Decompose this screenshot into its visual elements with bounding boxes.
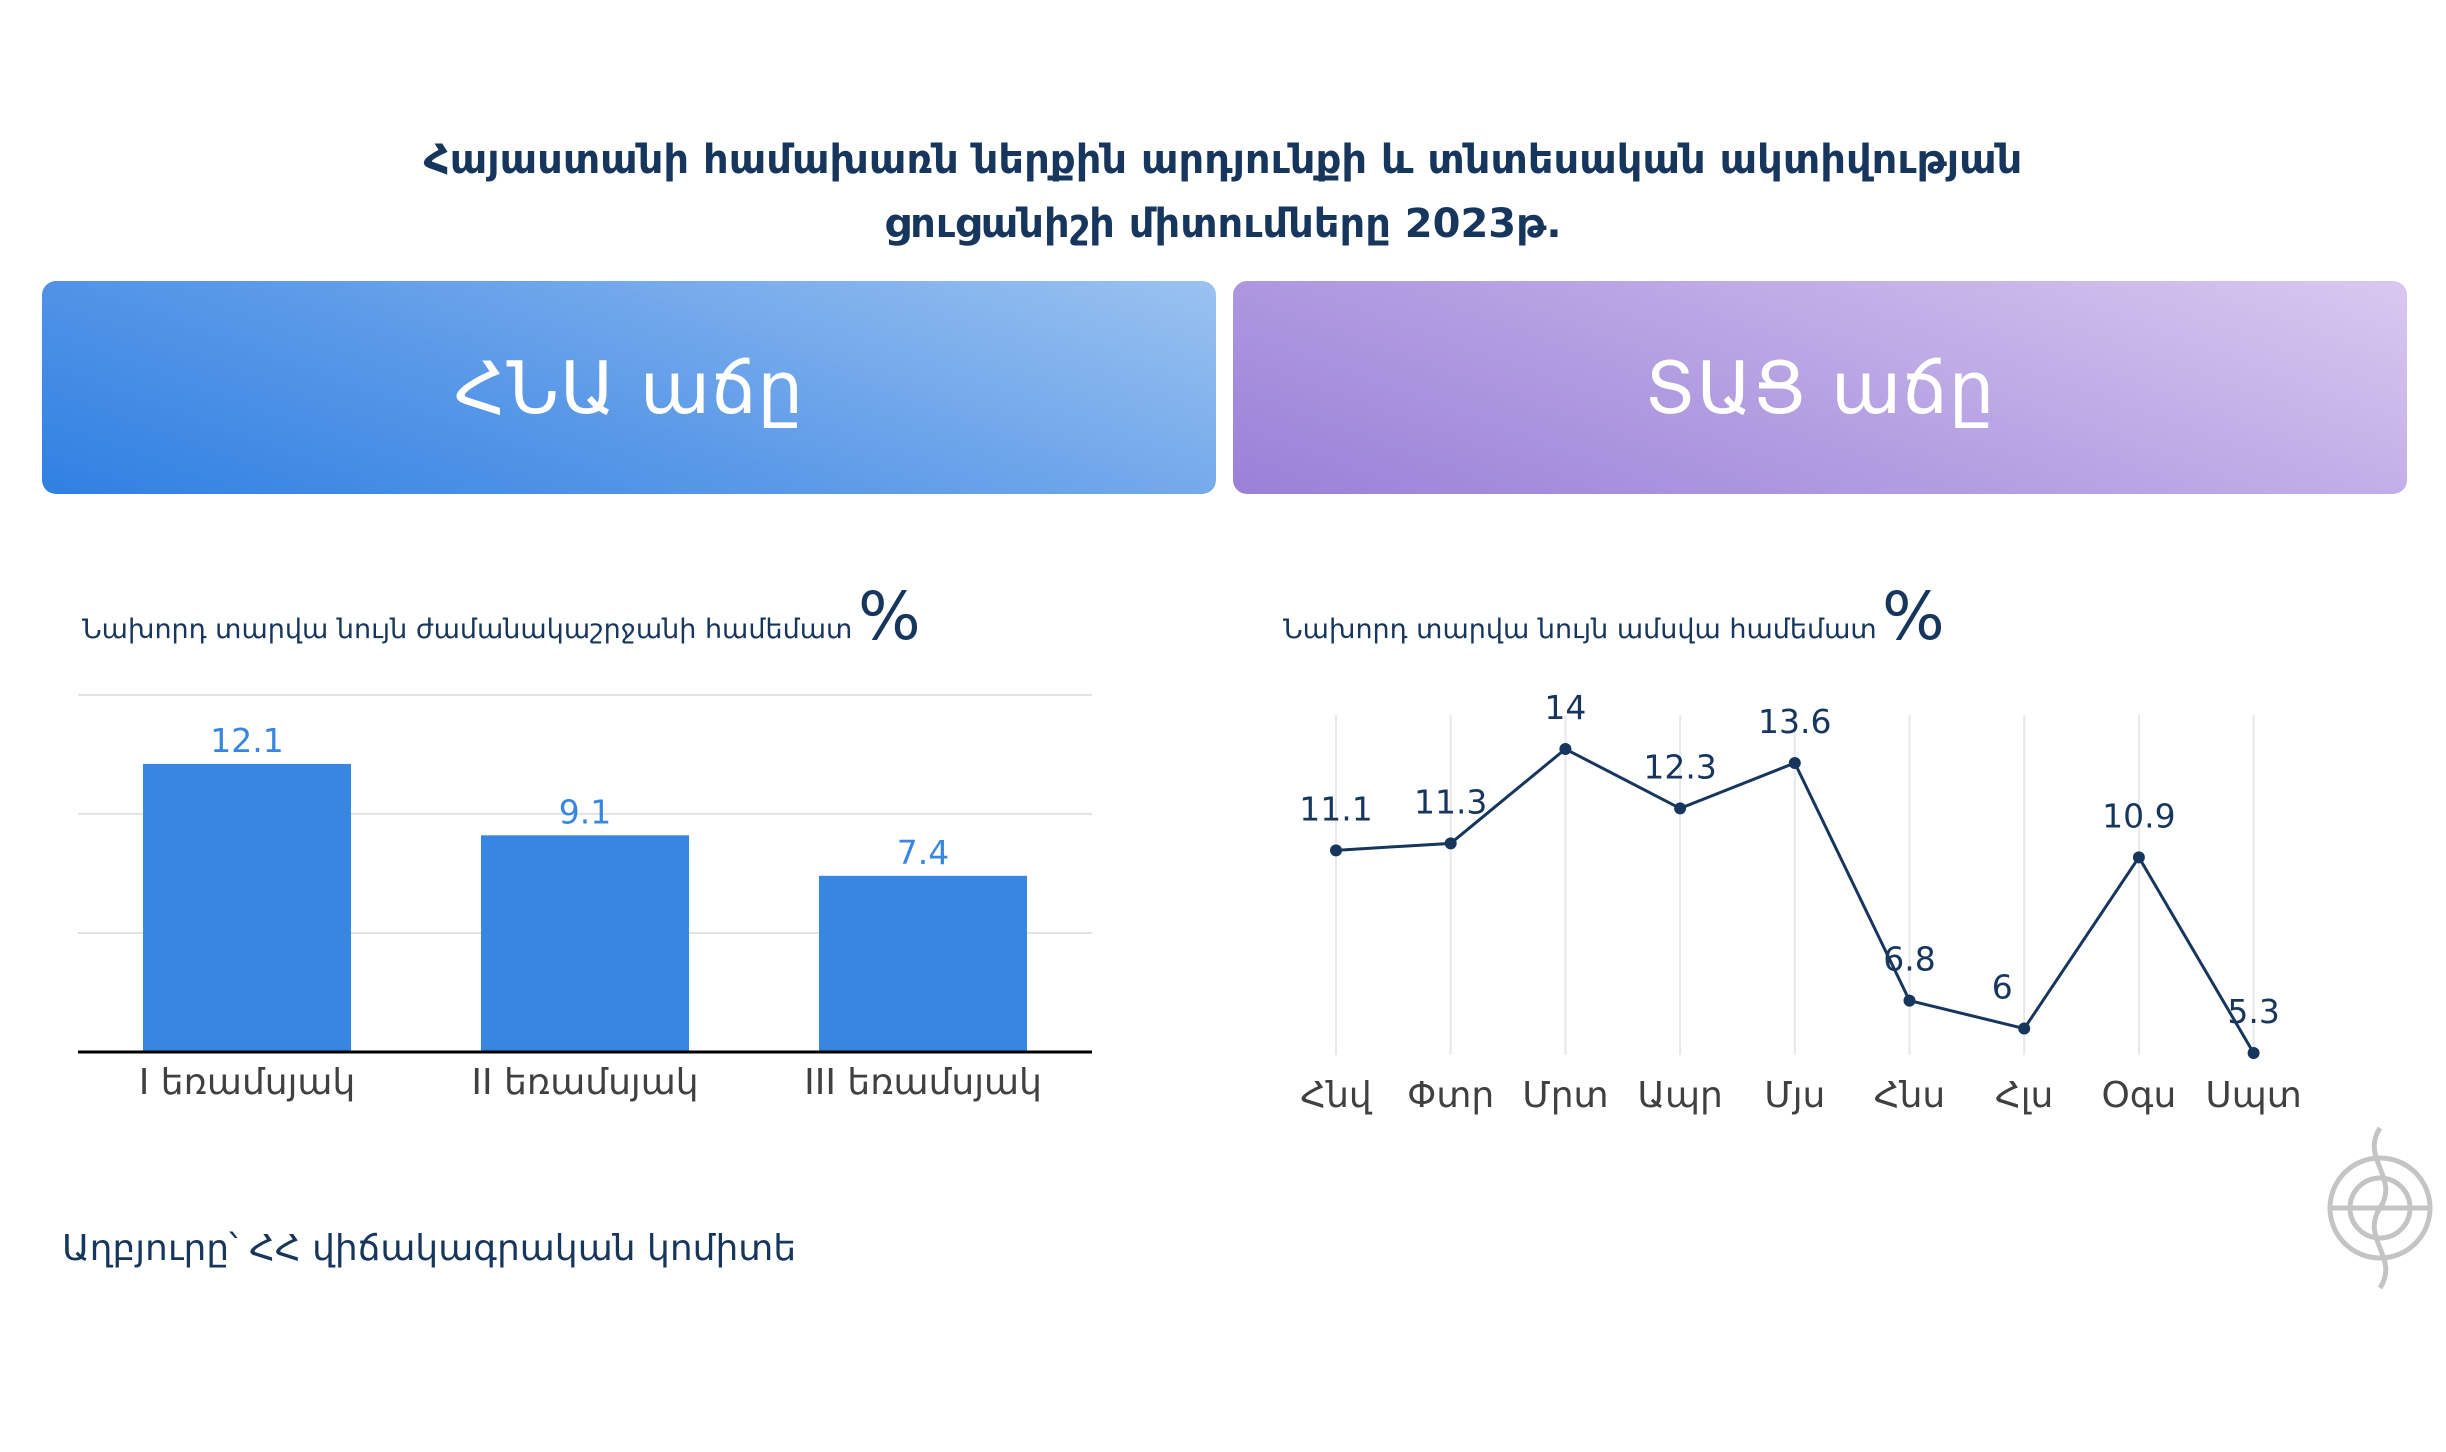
data-label: 5.3 bbox=[2227, 992, 2279, 1031]
x-tick-label: Օգս bbox=[2101, 1075, 2176, 1116]
line-chart-percent-label: % bbox=[1882, 578, 1945, 655]
bar-chart-subtitle: Նախորդ տարվա նույն ժամանակաշրջանի համեմա… bbox=[82, 614, 853, 645]
x-tick-label: II եռամսյակ bbox=[471, 1062, 698, 1103]
data-point bbox=[2018, 1022, 2031, 1035]
logo-icon bbox=[2327, 1126, 2433, 1290]
x-tick-label: III եռամսյակ bbox=[804, 1062, 1042, 1103]
data-point bbox=[1674, 802, 1687, 815]
data-label: 9.1 bbox=[559, 792, 611, 831]
x-tick-label: Մրտ bbox=[1522, 1075, 1608, 1116]
bar bbox=[819, 875, 1027, 1052]
data-label: 7.4 bbox=[897, 833, 949, 872]
data-point bbox=[1330, 844, 1342, 857]
bar bbox=[481, 835, 689, 1052]
data-point bbox=[2247, 1047, 2260, 1059]
x-tick-label: Հնս bbox=[1874, 1075, 1945, 1116]
data-label: 11.3 bbox=[1414, 782, 1487, 821]
title-line-1: Հայաստանի համախառն ներքին արդյունքի և տն… bbox=[423, 137, 2023, 183]
data-point bbox=[2132, 851, 2145, 864]
data-point bbox=[1788, 756, 1801, 769]
gdp-bar-chart: 12.1 I եռամսյակ 9.1 II եռամսյակ 7.4 III եռամս… bbox=[78, 693, 1092, 1103]
title-line-2: ցուցանիշի միտումները 2023թ. bbox=[884, 201, 1562, 247]
data-label: 6.8 bbox=[1883, 940, 1935, 979]
bar bbox=[143, 763, 351, 1052]
gdp-growth-banner: ՀՆԱ աճը bbox=[42, 281, 1216, 494]
x-tick-label: Հնվ bbox=[1300, 1075, 1373, 1116]
data-point bbox=[1444, 837, 1457, 850]
eai-growth-banner: ՏԱՑ աճը bbox=[1233, 281, 2407, 494]
x-tick-label: Սպտ bbox=[2205, 1075, 2301, 1116]
data-point bbox=[1903, 994, 1916, 1007]
data-label: 6 bbox=[1992, 968, 2013, 1007]
data-label: 10.9 bbox=[2102, 796, 2175, 835]
data-point bbox=[1559, 743, 1572, 755]
data-label: 12.1 bbox=[210, 721, 283, 760]
data-label: 14 bbox=[1544, 688, 1586, 727]
eai-line-chart: 11.1 Հնվ 11.3 Փտր 14 Մրտ 12.3 Ապր 13.6 Մյս 6.8 Հնս 6… bbox=[1299, 688, 2302, 1116]
data-label: 12.3 bbox=[1643, 747, 1716, 786]
page-title: Հայաստանի համախառն ներքին արդյունքի և տն… bbox=[0, 128, 2446, 256]
x-tick-label: Մյս bbox=[1764, 1075, 1825, 1116]
bar-chart-percent-label: % bbox=[858, 578, 921, 655]
x-tick-label: I եռամսյակ bbox=[139, 1062, 356, 1103]
x-tick-label: Փտր bbox=[1407, 1075, 1494, 1116]
data-label: 13.6 bbox=[1758, 702, 1831, 741]
data-label: 11.1 bbox=[1299, 789, 1372, 828]
source-note: Աղբյուրը՝ ՀՀ վիճակագրական կոմիտե bbox=[62, 1228, 797, 1269]
line-chart-subtitle: Նախորդ տարվա նույն ամսվա համեմատ bbox=[1283, 614, 1877, 645]
x-tick-label: Հլս bbox=[1995, 1075, 2053, 1116]
x-tick-label: Ապր bbox=[1637, 1075, 1722, 1116]
